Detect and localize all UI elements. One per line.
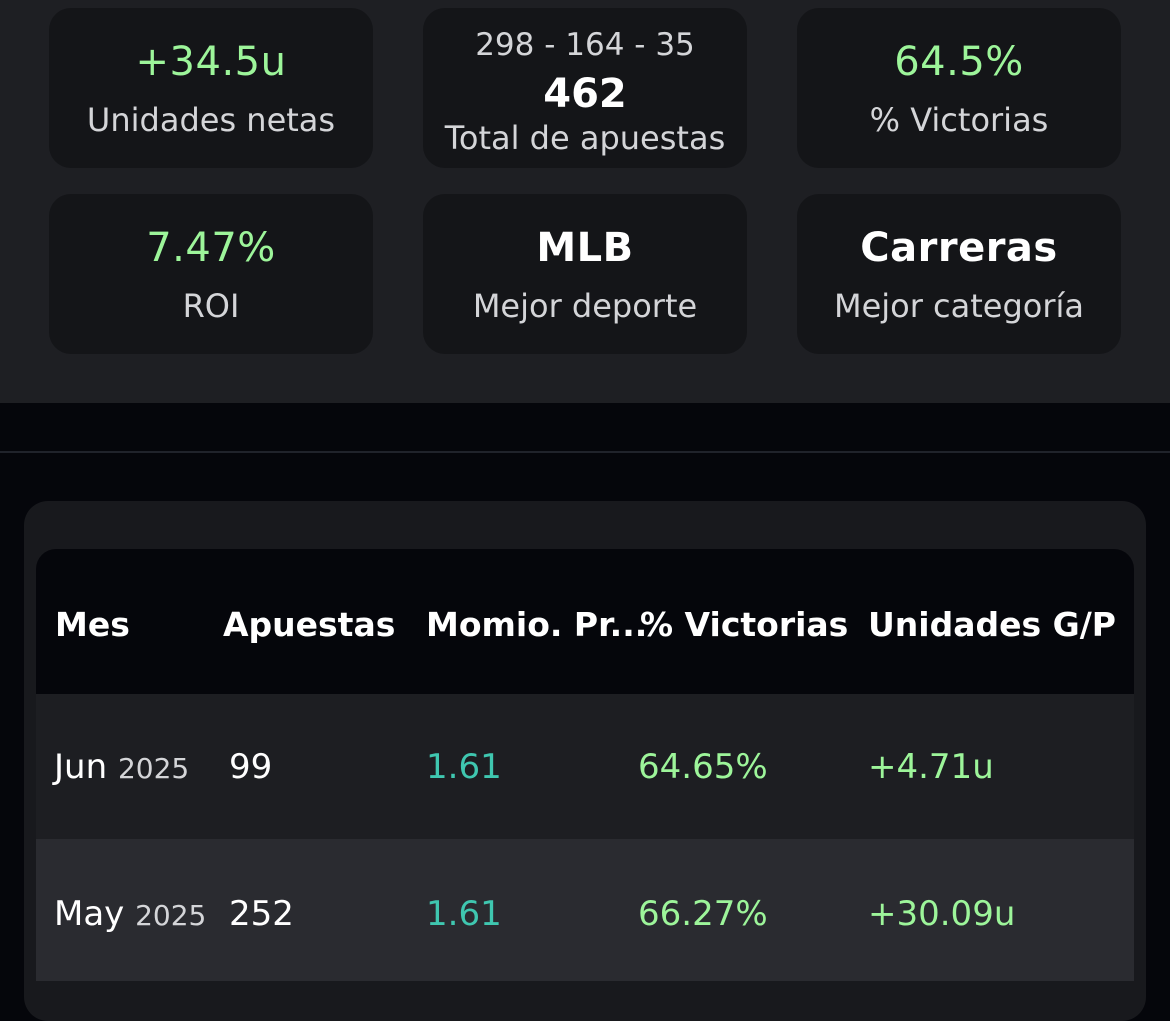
- table-row[interactable]: May 2025 252 1.61 66.27% +30.09u: [36, 839, 1134, 981]
- units-cell: +4.71u: [868, 747, 994, 787]
- roi-card: 7.47% ROI: [49, 194, 373, 354]
- bets-cell: 252: [229, 894, 294, 934]
- column-header-win-pct[interactable]: % Victorias: [640, 605, 849, 644]
- month-name: May: [54, 894, 125, 934]
- net-units-card: +34.5u Unidades netas: [49, 8, 373, 168]
- section-divider: [0, 451, 1170, 453]
- roi-label: ROI: [182, 287, 240, 325]
- month-name: Jun: [54, 747, 108, 787]
- win-loss-push-record: 298 - 164 - 35: [475, 27, 695, 63]
- win-pct-label: % Victorias: [869, 101, 1049, 139]
- column-header-bets[interactable]: Apuestas: [223, 605, 396, 644]
- month-year: 2025: [135, 899, 207, 932]
- month-year: 2025: [117, 752, 190, 785]
- best-category-value: Carreras: [860, 225, 1058, 271]
- best-category-label: Mejor categoría: [833, 287, 1085, 325]
- win-pct-cell: 66.27%: [638, 894, 768, 934]
- win-pct-card: 64.5% % Victorias: [797, 8, 1121, 168]
- table-row[interactable]: Jun 2025 99 1.61 64.65% +4.71u: [36, 694, 1134, 839]
- bets-cell: 99: [229, 747, 273, 787]
- win-pct-cell: 64.65%: [638, 747, 768, 787]
- avg-odds-cell: 1.61: [426, 747, 502, 787]
- column-header-avg-odds[interactable]: Momio. Pr...: [426, 605, 648, 644]
- best-sport-value: MLB: [536, 225, 634, 271]
- roi-value: 7.47%: [146, 225, 276, 271]
- win-pct-value: 64.5%: [894, 39, 1024, 85]
- column-header-month[interactable]: Mes: [55, 605, 130, 644]
- net-units-value: +34.5u: [135, 39, 287, 85]
- best-sport-card: MLB Mejor deporte: [423, 194, 747, 354]
- net-units-label: Unidades netas: [86, 101, 336, 139]
- units-cell: +30.09u: [868, 894, 1016, 934]
- best-category-card: Carreras Mejor categoría: [797, 194, 1121, 354]
- month-cell: May 2025: [54, 893, 206, 937]
- total-bets-value: 462: [543, 71, 627, 117]
- month-cell: Jun 2025: [54, 746, 189, 790]
- avg-odds-cell: 1.61: [426, 894, 502, 934]
- best-sport-label: Mejor deporte: [472, 287, 698, 325]
- total-bets-card: 298 - 164 - 35 462 Total de apuestas: [423, 8, 747, 168]
- total-bets-label: Total de apuestas: [444, 119, 726, 157]
- table-header: [36, 549, 1134, 694]
- column-header-units[interactable]: Unidades G/P: [868, 605, 1116, 644]
- stats-summary-section: +34.5u Unidades netas 298 - 164 - 35 462…: [0, 0, 1170, 403]
